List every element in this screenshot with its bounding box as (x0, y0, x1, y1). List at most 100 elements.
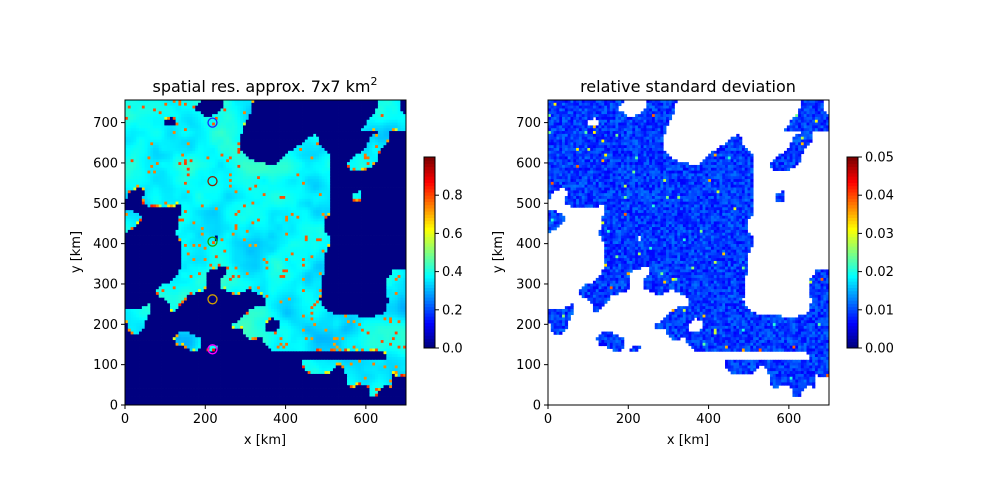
heatmap-cell (293, 153, 297, 157)
heatmap-cell (380, 116, 384, 121)
heatmap-cell (155, 201, 160, 205)
heatmap-cell (130, 102, 134, 107)
heatmap-cell (195, 131, 199, 135)
heatmap-cell (287, 187, 292, 191)
heatmap-cell (304, 145, 309, 149)
heatmap-cell (268, 102, 272, 107)
heatmap-cell (212, 176, 216, 180)
heatmap-cell (287, 176, 292, 180)
heatmap-cell (391, 187, 396, 191)
heatmap-cell (290, 148, 294, 152)
heatmap-cell (338, 204, 342, 208)
heatmap-cell (164, 145, 168, 149)
heatmap-cell (386, 212, 390, 217)
heatmap-cell (366, 159, 370, 163)
heatmap-cell (259, 218, 264, 222)
heatmap-cell (184, 105, 188, 109)
heatmap-cell (237, 100, 241, 104)
heatmap-cell (189, 159, 193, 163)
heatmap-cell (265, 111, 269, 115)
heatmap-cell (186, 181, 191, 186)
heatmap-cell (377, 162, 382, 166)
heatmap-cell (251, 119, 255, 123)
heatmap-cell (262, 229, 266, 234)
heatmap-cell (403, 190, 407, 194)
heatmap-cell (133, 102, 137, 107)
heatmap-cell (155, 232, 160, 236)
heatmap-cell (234, 148, 238, 152)
heatmap-cell (262, 207, 266, 211)
heatmap-cell (200, 150, 205, 155)
heatmap-cell (234, 212, 238, 217)
heatmap-cell (293, 139, 297, 143)
heatmap-cell (228, 156, 233, 160)
heatmap-cell (259, 184, 264, 188)
heatmap-cell (200, 176, 205, 180)
heatmap-cell (279, 159, 283, 163)
heatmap-cell (223, 215, 227, 220)
heatmap-cell (164, 133, 168, 138)
heatmap-cell (302, 142, 306, 146)
heatmap-cell (172, 148, 176, 152)
heatmap-cell (304, 119, 309, 123)
heatmap-cell (366, 105, 370, 109)
heatmap-cell (234, 229, 238, 234)
heatmap-cell (209, 114, 213, 118)
heatmap-cell (338, 136, 342, 140)
heatmap-cell (175, 227, 179, 231)
heatmap-cell (355, 207, 359, 211)
heatmap-cell (141, 184, 146, 188)
heatmap-cell (161, 198, 165, 203)
heatmap-cell (366, 224, 370, 228)
heatmap-cell (268, 108, 272, 112)
heatmap-cell (161, 100, 165, 104)
heatmap-cell (127, 198, 132, 203)
heatmap-cell (243, 176, 247, 180)
heatmap-cell (313, 108, 317, 112)
heatmap-cell (332, 105, 337, 109)
heatmap-cell (153, 215, 157, 220)
heatmap-cell (327, 162, 331, 166)
heatmap-cell (285, 207, 289, 211)
heatmap-cell (223, 179, 227, 183)
heatmap-cell (231, 167, 235, 171)
heatmap-cell (366, 128, 370, 132)
heatmap-cell (372, 114, 376, 118)
heatmap-cell (366, 119, 370, 123)
heatmap-cell (268, 145, 272, 149)
heatmap-cell (257, 131, 261, 135)
heatmap-cell (273, 184, 278, 188)
heatmap-cell (133, 111, 137, 115)
heatmap-cell (243, 198, 247, 203)
heatmap-cell (251, 162, 255, 166)
heatmap-cell (338, 164, 342, 169)
heatmap-cell (153, 128, 157, 132)
heatmap-cell (220, 108, 224, 112)
heatmap-cell (265, 218, 269, 222)
heatmap-cell (158, 201, 162, 205)
heatmap-cell (147, 193, 151, 197)
heatmap-cell (279, 212, 283, 217)
heatmap-cell (302, 176, 306, 180)
heatmap-cell (164, 102, 168, 107)
heatmap-cell (153, 145, 157, 149)
heatmap-cell (169, 111, 174, 115)
heatmap-cell (203, 108, 207, 112)
heatmap-cell (335, 170, 339, 174)
heatmap-cell (377, 196, 382, 200)
heatmap-cell (344, 105, 348, 109)
heatmap-cell (178, 164, 182, 169)
heatmap-cell (175, 136, 179, 140)
heatmap-cell (377, 100, 382, 104)
heatmap-cell (133, 196, 137, 200)
heatmap-cell (164, 136, 168, 140)
heatmap-cell (361, 193, 365, 197)
heatmap-cell (259, 116, 264, 121)
heatmap-cell (346, 207, 351, 211)
heatmap-cell (386, 210, 390, 214)
heatmap-cell (279, 198, 283, 203)
heatmap-cell (220, 105, 224, 109)
heatmap-cell (192, 167, 196, 171)
heatmap-cell (355, 116, 359, 121)
heatmap-cell (217, 218, 221, 222)
